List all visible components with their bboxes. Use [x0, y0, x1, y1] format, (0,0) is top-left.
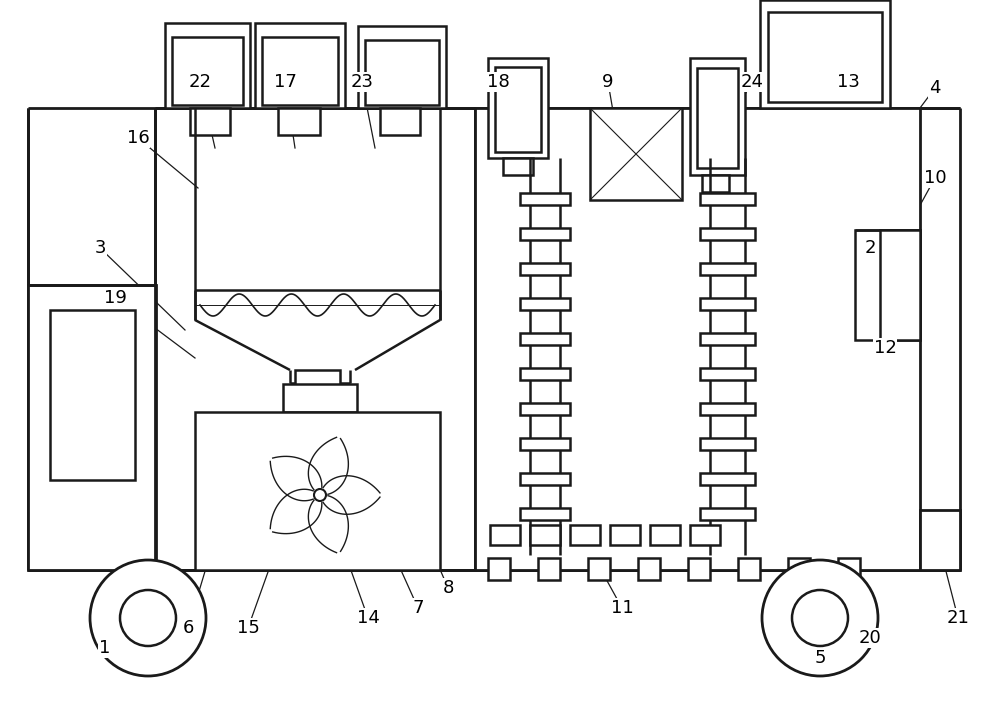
Bar [295, 370, 340, 385]
Circle shape [792, 590, 848, 646]
Bar [650, 525, 680, 545]
Bar [365, 40, 439, 105]
Bar [530, 525, 560, 545]
Bar [303, 388, 333, 398]
Circle shape [314, 489, 326, 501]
Bar [700, 263, 755, 275]
Bar [50, 310, 135, 480]
Text: 21: 21 [947, 609, 969, 627]
Text: 19: 19 [104, 289, 126, 307]
Bar [172, 37, 243, 105]
Text: 23: 23 [351, 73, 374, 91]
Bar [688, 558, 710, 580]
Bar [520, 298, 570, 310]
Bar [488, 58, 548, 158]
Bar [570, 525, 600, 545]
Text: 8: 8 [442, 579, 454, 597]
Text: 9: 9 [602, 73, 614, 91]
Bar [697, 68, 738, 168]
Bar [838, 558, 860, 580]
Text: 1: 1 [99, 639, 111, 657]
Text: 17: 17 [274, 73, 296, 91]
Bar [920, 510, 960, 570]
Bar [520, 228, 570, 240]
Bar [278, 108, 320, 135]
Text: 10: 10 [924, 169, 946, 187]
Bar [538, 558, 560, 580]
Bar [190, 108, 230, 135]
Text: 22: 22 [188, 73, 212, 91]
Text: 15: 15 [237, 619, 259, 637]
Bar [520, 438, 570, 450]
Bar [700, 333, 755, 345]
Text: 7: 7 [412, 599, 424, 617]
Text: 24: 24 [740, 73, 764, 91]
Bar [690, 58, 745, 175]
Bar [700, 228, 755, 240]
Text: 12: 12 [874, 339, 896, 357]
Bar [590, 108, 682, 200]
Bar [700, 193, 755, 205]
Text: 13: 13 [837, 73, 859, 91]
Bar [195, 412, 440, 570]
Bar [358, 26, 446, 108]
Bar [520, 193, 570, 205]
Text: 2: 2 [864, 239, 876, 257]
Bar [610, 525, 640, 545]
Bar [638, 558, 660, 580]
Bar [262, 37, 338, 105]
Bar [588, 558, 610, 580]
Bar [520, 403, 570, 415]
Bar [520, 473, 570, 485]
Bar [700, 298, 755, 310]
Bar [475, 108, 920, 570]
Text: 20: 20 [859, 629, 881, 647]
Bar [700, 473, 755, 485]
Bar [283, 384, 357, 412]
Text: 14: 14 [357, 609, 379, 627]
Bar [28, 285, 156, 570]
Bar [495, 67, 541, 152]
Text: 4: 4 [929, 79, 941, 97]
Bar [700, 508, 755, 520]
Text: 6: 6 [182, 619, 194, 637]
Text: 11: 11 [611, 599, 633, 617]
Text: 18: 18 [487, 73, 509, 91]
Bar [520, 263, 570, 275]
Bar [690, 525, 720, 545]
Circle shape [90, 560, 206, 676]
Bar [490, 525, 520, 545]
Bar [520, 333, 570, 345]
Bar [738, 558, 760, 580]
Bar [488, 558, 510, 580]
Bar [855, 230, 920, 340]
Bar [520, 368, 570, 380]
Bar [165, 23, 250, 108]
Bar [700, 438, 755, 450]
Bar [380, 108, 420, 135]
Bar [880, 230, 920, 340]
Text: 5: 5 [814, 649, 826, 667]
Bar [768, 12, 882, 102]
Text: 3: 3 [94, 239, 106, 257]
Text: 16: 16 [127, 129, 149, 147]
Bar [702, 175, 729, 192]
Bar [788, 558, 810, 580]
Bar [700, 403, 755, 415]
Bar [760, 0, 890, 108]
Circle shape [120, 590, 176, 646]
Bar [520, 508, 570, 520]
Bar [255, 23, 345, 108]
Bar [700, 368, 755, 380]
Bar [503, 158, 533, 175]
Circle shape [762, 560, 878, 676]
